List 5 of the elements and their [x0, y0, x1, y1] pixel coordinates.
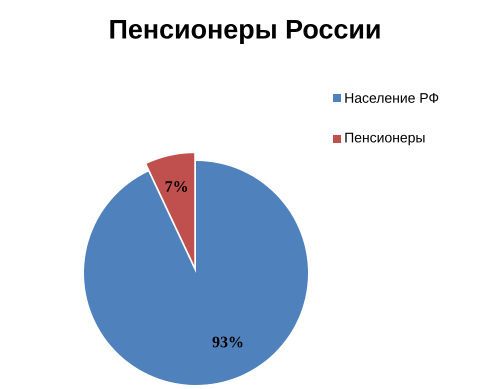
data-label: 93% [212, 336, 242, 348]
legend-label: Население РФ [345, 93, 438, 103]
legend-label: Пенсионеры [345, 132, 424, 146]
chart-title: Пенсионеры России [110, 20, 380, 44]
data-label: 7% [166, 181, 188, 192]
